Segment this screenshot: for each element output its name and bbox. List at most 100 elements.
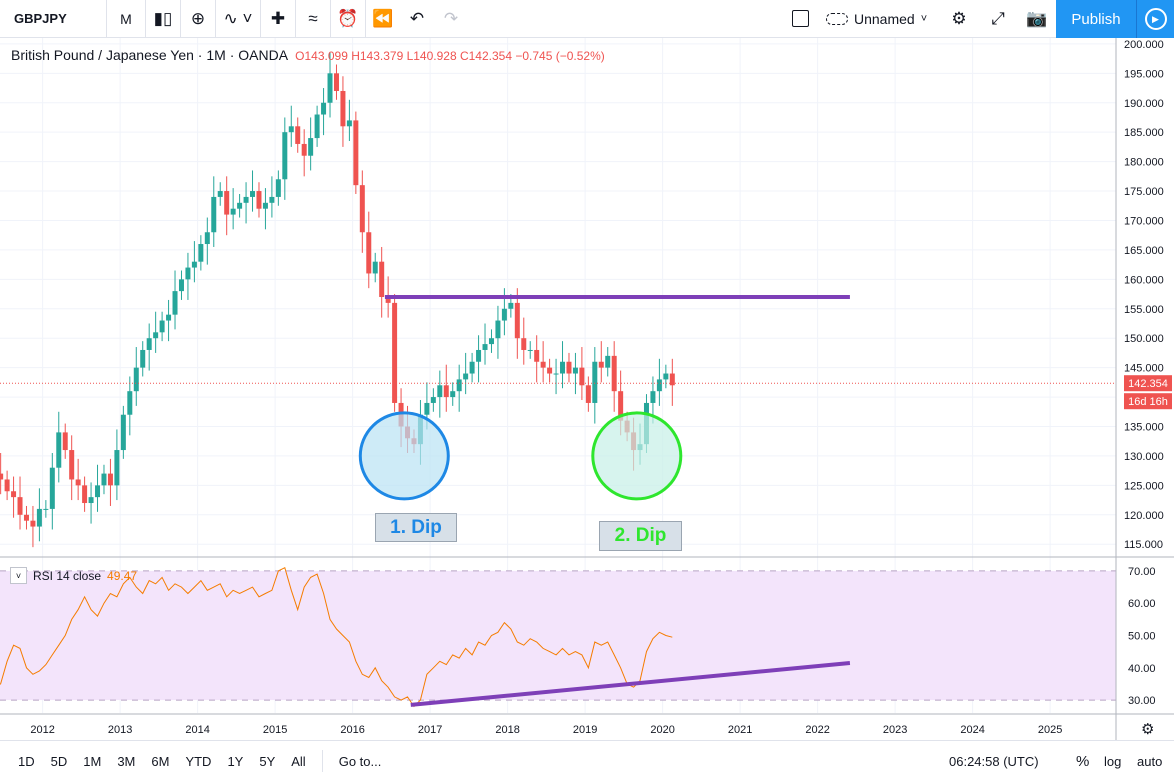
expand-icon[interactable]: ⤢ (991, 8, 1005, 28)
alert-clock-icon[interactable]: ⏰ (337, 8, 359, 28)
candle-body (49, 467, 55, 509)
clock-time[interactable]: 06:24:58 (UTC) (949, 753, 1039, 769)
indicators-icon[interactable]: ∿ ˅ (223, 8, 253, 28)
candle-body (269, 196, 275, 203)
candle-body (605, 355, 611, 368)
stream-button[interactable]: ▶ (1136, 0, 1174, 38)
candle-2015-04 (295, 117, 301, 153)
time-tick-label: 2021 (728, 724, 752, 736)
price-tick-label: 175.000 (1124, 186, 1164, 198)
range-6m[interactable]: 6M (151, 753, 170, 769)
candle-2012-02 (49, 452, 55, 530)
candle-body (618, 391, 624, 421)
candle-2014-05 (224, 176, 230, 236)
candle-body (36, 508, 42, 527)
candle-body (424, 402, 430, 415)
gear-icon[interactable]: ⚙ (951, 8, 967, 28)
candle-body (566, 361, 572, 374)
divider (145, 0, 146, 38)
range-5y[interactable]: 5Y (259, 753, 276, 769)
time-tick-label: 2018 (495, 724, 519, 736)
candle-body (437, 385, 443, 398)
layout-name-button[interactable]: Unnamed ˅ (826, 0, 927, 38)
templates-icon[interactable]: ≈ (308, 8, 318, 28)
range-1d[interactable]: 1D (18, 753, 35, 769)
rsi-value: 49.47 (107, 568, 138, 583)
chart-canvas[interactable]: 200.000 195.000 190.000 185.000 180.000 175.0… (0, 38, 1174, 740)
countdown-badge (1124, 393, 1172, 410)
redo-icon[interactable]: ↷ (443, 8, 459, 28)
candle-body (650, 391, 656, 403)
percent-toggle[interactable]: % (1076, 752, 1090, 770)
range-3m[interactable]: 3M (117, 753, 136, 769)
divider (321, 750, 323, 772)
candle-body (469, 361, 475, 374)
bottom-bar: 1D 5D 1M 3M 6M YTD 1Y 5Y All Go to... 06:24:58 (… (0, 740, 1174, 781)
candle-body (23, 514, 29, 521)
candle-2016-05 (379, 246, 385, 318)
candle-body (133, 367, 139, 392)
auto-toggle[interactable]: auto (1137, 753, 1163, 769)
symbol-search[interactable]: GBPJPY (14, 11, 67, 26)
dip-circle-2 (591, 411, 683, 501)
publish-button[interactable]: Publish (1056, 0, 1136, 38)
dip2-label[interactable]: 2. Dip (599, 521, 682, 551)
rsi-band-fill (0, 570, 1116, 701)
play-icon: ▶ (1144, 8, 1167, 30)
candle-body (69, 450, 75, 480)
candle-2014-07 (237, 193, 243, 218)
candle-2011-11 (30, 505, 36, 548)
range-1y[interactable]: 1Y (227, 753, 244, 769)
log-toggle[interactable]: log (1104, 753, 1122, 769)
candle-body (592, 361, 598, 403)
candles-style-icon[interactable]: ▮▯ (153, 8, 173, 28)
countdown-value: 16d 16h (1128, 396, 1168, 408)
candle-body (508, 302, 514, 309)
replay-icon[interactable]: ⏪ (372, 8, 394, 28)
candle-2014-08 (243, 182, 249, 224)
time-tick-label: 2020 (650, 724, 674, 736)
range-1m[interactable]: 1M (83, 753, 102, 769)
candle-body (11, 491, 17, 498)
candle-body (353, 120, 359, 186)
fullscreen-square-icon[interactable] (783, 0, 817, 38)
candle-body (488, 338, 494, 345)
divider (215, 0, 216, 38)
candle-body (82, 485, 88, 504)
candle-body (237, 202, 243, 209)
compare-add-icon[interactable]: ⊕ (190, 8, 206, 28)
range-all[interactable]: All (291, 753, 306, 769)
candle-2017-04 (450, 382, 456, 406)
candle-2019-01 (585, 376, 591, 412)
candle-body (669, 373, 675, 386)
range-ytd[interactable]: YTD (185, 753, 212, 769)
candle-body (153, 332, 159, 339)
undo-icon[interactable]: ↶ (409, 8, 425, 28)
candle-body (450, 391, 456, 398)
dip1-label[interactable]: 1. Dip (375, 513, 457, 542)
time-tick-label: 2014 (185, 724, 209, 736)
goto-button[interactable]: Go to... (338, 753, 382, 769)
price-tick-label: 125.000 (1124, 480, 1164, 492)
candle-body (392, 302, 398, 403)
candle-2016-04 (372, 252, 378, 283)
divider (365, 0, 366, 38)
camera-icon[interactable]: 📷 (1026, 8, 1048, 28)
candle-2013-12 (191, 241, 197, 283)
candle-body (62, 432, 68, 451)
interval-button[interactable]: M (120, 10, 132, 27)
candle-2012-04 (62, 423, 68, 459)
divider (330, 0, 331, 38)
collapse-chevron-icon[interactable]: ˅ (10, 567, 27, 584)
candle-body (656, 379, 662, 392)
range-buttons: 1D 5D 1M 3M 6M YTD 1Y 5Y All (0, 754, 314, 769)
financials-icon[interactable]: ✚ (270, 8, 286, 28)
range-5d[interactable]: 5D (50, 753, 68, 769)
price-tick-label: 160.000 (1124, 274, 1164, 286)
candle-2011-06 (0, 452, 4, 495)
candle-body (127, 391, 133, 415)
candle-body (333, 73, 339, 91)
candle-body (340, 90, 346, 127)
candle-body (611, 355, 617, 392)
candle-body (146, 338, 152, 350)
